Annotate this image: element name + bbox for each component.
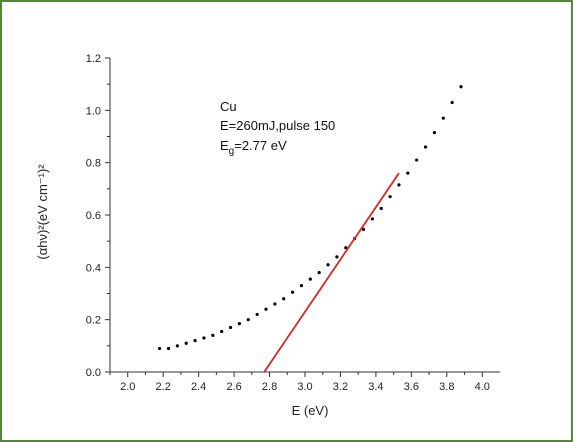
bandgap-subscript: g — [229, 146, 235, 157]
data-point — [450, 100, 454, 105]
data-point — [379, 206, 383, 211]
x-tick-label: 2.2 — [156, 381, 171, 393]
y-tick-label: 0.0 — [86, 367, 101, 379]
y-tick-label: 0.6 — [86, 210, 101, 222]
fit-line — [263, 172, 400, 373]
data-point — [406, 171, 410, 175]
axes — [109, 58, 500, 373]
tick-marks — [105, 57, 483, 377]
data-point — [255, 312, 259, 317]
data-point — [290, 290, 295, 294]
annotation: Cu E=260mJ,pulse 150 Eg=2.77 eV — [220, 99, 335, 157]
annotation-line-1: Cu — [220, 99, 237, 114]
x-axis-title: E (eV) — [292, 403, 329, 418]
x-tick-label: 2.6 — [226, 381, 241, 393]
data-point — [432, 130, 437, 135]
data-point — [335, 255, 339, 259]
y-axis-title: (αhν)²(eV cm⁻¹)² — [35, 164, 50, 260]
data-point — [273, 302, 277, 306]
y-tick-label: 1.0 — [86, 105, 101, 117]
data-point — [175, 344, 179, 348]
data-point — [326, 263, 330, 267]
data-point — [459, 85, 463, 89]
bandgap-symbol: E — [220, 138, 229, 153]
x-tick-label: 3.8 — [439, 381, 454, 393]
data-point — [299, 284, 304, 288]
data-point — [317, 270, 321, 275]
data-point — [228, 325, 233, 330]
data-point — [184, 341, 188, 345]
data-point — [237, 321, 242, 326]
annotation-line-2: E=260mJ,pulse 150 — [220, 118, 335, 133]
data-point — [220, 329, 224, 334]
data-point — [415, 158, 419, 162]
x-tick-label: 3.2 — [333, 381, 348, 393]
y-tick-label: 0.2 — [86, 315, 101, 327]
x-tick-label: 3.0 — [297, 381, 312, 393]
x-tick-label: 3.4 — [368, 381, 383, 393]
y-tick-label: 0.4 — [86, 262, 101, 274]
data-point — [202, 336, 206, 340]
data-point — [282, 297, 286, 301]
data-point — [370, 217, 374, 221]
data-point — [344, 246, 348, 250]
y-tick-label: 1.2 — [86, 53, 101, 65]
data-point — [388, 195, 392, 199]
data-point — [246, 318, 250, 322]
data-point — [193, 339, 197, 343]
tick-labels: 2.0 2.2 2.4 2.6 2.8 3.0 3.2 3.4 3.6 3.8 4.0 0.0 0.2 0… — [86, 53, 490, 393]
data-point — [397, 183, 401, 187]
data-point — [441, 116, 445, 120]
x-tick-label: 3.6 — [404, 381, 419, 393]
data-point — [308, 277, 312, 281]
y-tick-label: 0.8 — [86, 158, 101, 170]
data-point — [211, 333, 215, 337]
data-point — [361, 227, 366, 231]
x-tick-label: 2.0 — [120, 381, 135, 393]
data-point — [264, 307, 268, 311]
data-point — [423, 145, 428, 149]
data-point — [158, 346, 162, 351]
data-point — [166, 346, 171, 351]
tauc-fit — [263, 172, 400, 373]
x-tick-label: 4.0 — [475, 381, 490, 393]
x-tick-label: 2.8 — [262, 381, 277, 393]
annotation-line-3: Eg=2.77 eV — [220, 138, 287, 157]
x-tick-label: 2.4 — [191, 381, 206, 393]
bandgap-value: =2.77 eV — [234, 138, 287, 153]
